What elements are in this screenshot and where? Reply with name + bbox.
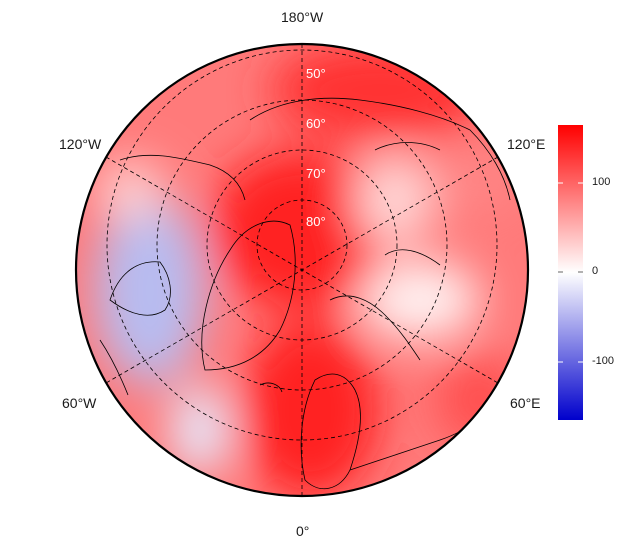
map-border [74,42,530,498]
lat-label-70: 70° [306,166,326,181]
lat-label-80: 80° [306,214,326,229]
graticule [105,44,499,496]
lon-label-lower-left: 60°W [62,395,97,411]
colorbar-tick-minus-100: -100 [592,355,615,367]
lon-label-bottom: 0° [296,523,310,539]
lon-label-upper-left: 120°W [59,136,102,152]
colorbar-tick-0: 0 [592,265,599,277]
coastlines [99,97,511,489]
lon-label-upper-right: 120°E [507,136,546,152]
lon-label-top: 180°W [281,9,324,25]
lon-label-lower-right: 60°E [510,395,541,411]
colorbar-tick-100: 100 [592,176,611,188]
anomaly-field [76,44,528,496]
lat-label-60: 60° [306,116,326,131]
lat-label-50: 50° [306,66,326,81]
